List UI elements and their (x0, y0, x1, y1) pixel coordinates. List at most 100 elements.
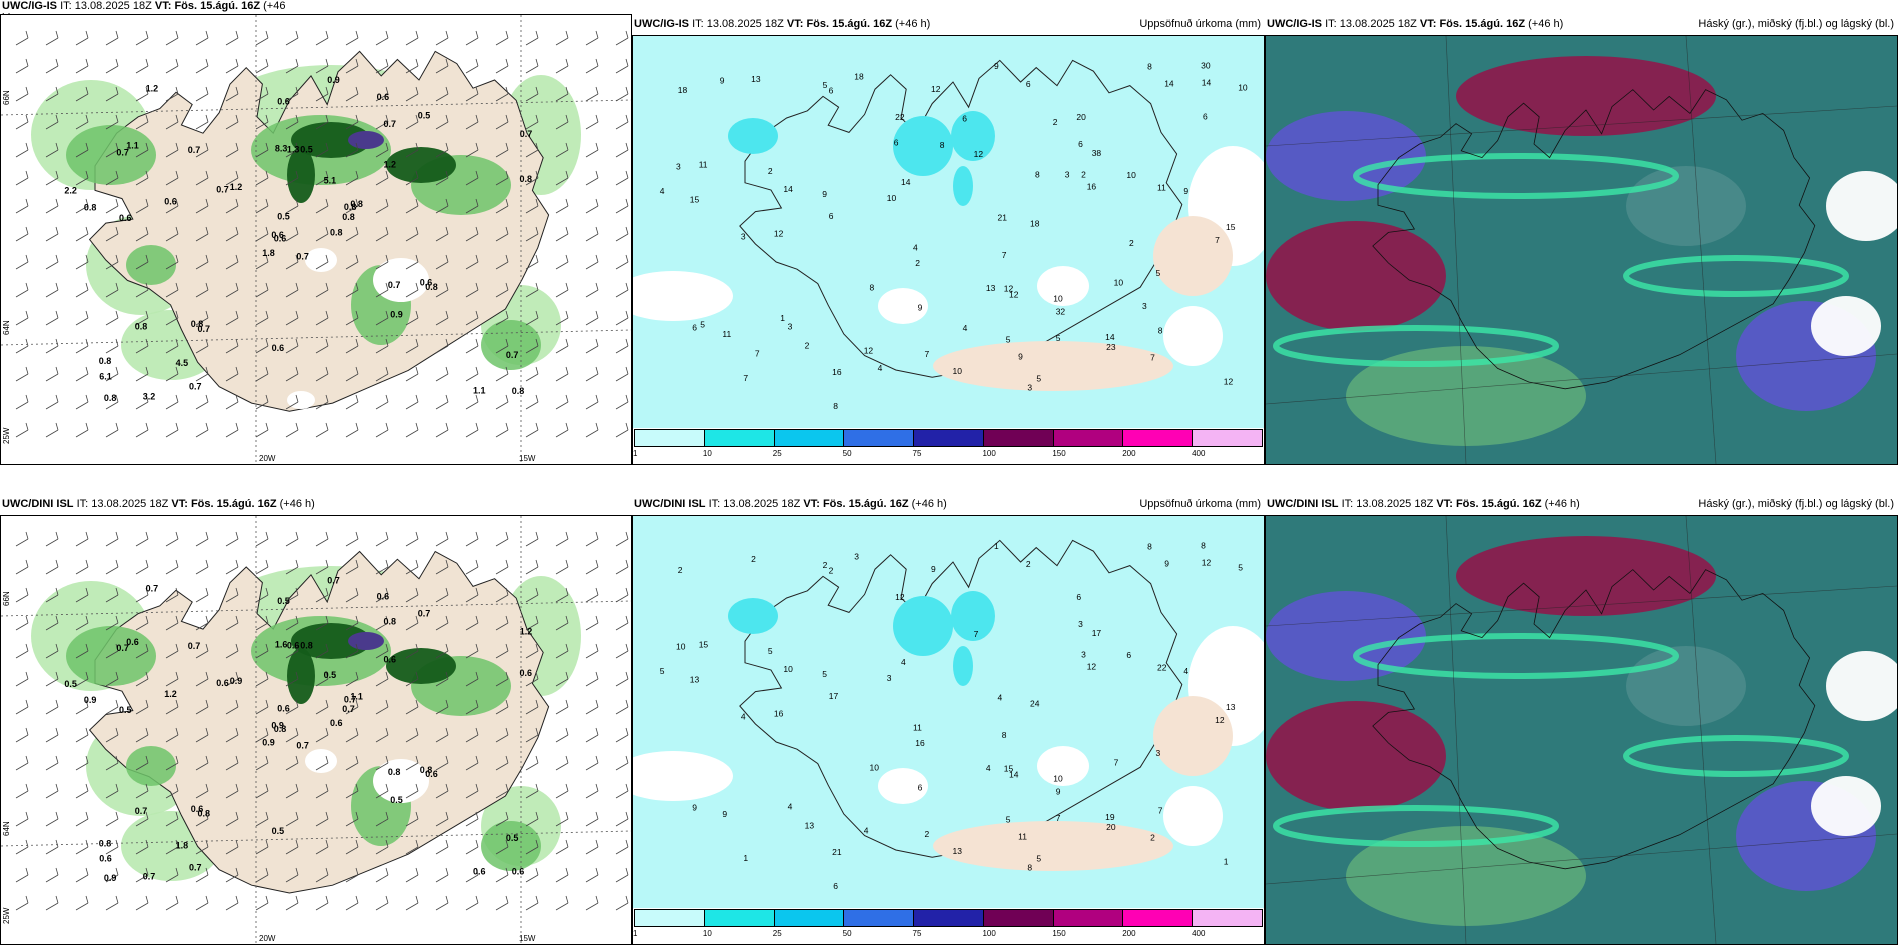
wind-barb (495, 762, 509, 771)
precip-value: 1 (1224, 857, 1229, 867)
wind-barb (555, 121, 569, 130)
wind-barb-flag (145, 394, 149, 403)
wind-barb-flag (175, 867, 179, 876)
cloud-map[interactable] (1266, 516, 1897, 944)
precip-value: 18 (1030, 219, 1040, 229)
parallel (1, 830, 631, 847)
wind-barb (135, 846, 149, 855)
wind-barb (225, 373, 239, 382)
wind-barb (615, 874, 629, 883)
wind-barb-flag (115, 615, 119, 624)
wind-barb (45, 790, 59, 799)
precip-value: 3 (788, 321, 793, 331)
gust-value: 0.6 (384, 655, 397, 665)
cloud-map[interactable] (1266, 36, 1897, 464)
wind-barb-flag (565, 170, 569, 179)
colorbar-segment (844, 430, 915, 446)
precip-value: 3 (1065, 170, 1070, 180)
wind-barb (585, 121, 599, 130)
wind-barb (495, 37, 509, 46)
wind-barb (435, 902, 449, 911)
wind-barb-flag (25, 338, 29, 347)
wind-barb-flag (265, 531, 269, 540)
wind-barb (435, 818, 449, 827)
precip-value: 6 (894, 138, 899, 148)
wind-barb-flag (505, 254, 509, 263)
gust-value: 0.6 (420, 278, 433, 288)
gust-value: 0.5 (277, 212, 290, 222)
wind-barb-flag (115, 114, 119, 123)
wind-map[interactable]: 20W 15W66N64N25W0.70.70.80.80.70.80.60.80… (1, 516, 631, 944)
wind-barb-flag (505, 394, 509, 403)
wind-barb (255, 317, 269, 326)
wind-barb (15, 734, 29, 743)
wind-barb-flag (595, 30, 599, 39)
gust-value: 0.7 (135, 806, 148, 816)
gust-value: 3.2 (143, 391, 156, 401)
wind-barb (315, 373, 329, 382)
wind-barb-flag (235, 254, 239, 263)
precip-value: 3 (676, 162, 681, 172)
wind-barb (495, 902, 509, 911)
gust-value: 0.8 (191, 319, 204, 329)
wind-barb-flag (415, 839, 419, 848)
wind-barb-flag (355, 895, 359, 904)
map-frame[interactable]: 20W 15W 66N 64N 25W 0.7 0.7 0.8 0.8 0.7 0.8 0.6 0.8 0… (0, 515, 632, 945)
wind-barb-flag (445, 86, 449, 95)
wind-barb-flag (385, 587, 389, 596)
wind-barb (105, 373, 119, 382)
wind-barb-flag (595, 310, 599, 319)
wind-barb-flag (25, 86, 29, 95)
precip-value: 12 (1087, 662, 1097, 672)
wind-barb-flag (85, 394, 89, 403)
wind-barb-flag (85, 114, 89, 123)
map-frame[interactable]: 20W 15W 66N 64N 25W 0.7 0.7 0.6 0.8 0.8 0.7 0.6 0.5 0… (0, 14, 632, 465)
wind-barb (435, 93, 449, 102)
wind-barb-flag (385, 254, 389, 263)
wind-barb (105, 650, 119, 659)
wind-barb (585, 762, 599, 771)
map-frame[interactable]: 5 2 4 5 6 11 12 17 16 13 9 10 11 15 12 8 13 9 7 22 19 14 21 20 2… (632, 515, 1265, 945)
precip-value: 3 (1081, 649, 1086, 659)
wind-barb (135, 401, 149, 410)
wind-barb (375, 289, 389, 298)
model-name: UWC/IG-IS (2, 0, 57, 12)
precip-value: 5 (768, 646, 773, 656)
gust-value: 0.6 (377, 592, 390, 602)
wind-barb-flag (595, 282, 599, 291)
wind-barb (465, 345, 479, 354)
wind-barb (75, 902, 89, 911)
wind-barb-flag (115, 366, 119, 375)
wind-barb (195, 93, 209, 102)
wind-barb (315, 65, 329, 74)
wind-barb (495, 177, 509, 186)
precip-value: 8 (833, 401, 838, 411)
wind-barb-flag (235, 867, 239, 876)
glacier (1037, 266, 1089, 306)
wind-map[interactable]: 20W 15W66N64N25W0.70.70.60.80.80.70.60.50… (1, 15, 631, 464)
wind-barb (525, 594, 539, 603)
map-frame[interactable]: 5 6 3 2 10 9 7 6 2 2 11 3 4 12 16 8 15 14 10 11 14 12 16 23 18 38… (632, 35, 1265, 465)
wind-barb-flag (55, 727, 59, 736)
dry-land (933, 821, 1173, 871)
wind-barb-flag (55, 671, 59, 680)
wind-barb (435, 678, 449, 687)
wind-barb (225, 706, 239, 715)
wind-barb-flag (265, 394, 269, 403)
map-frame[interactable] (1265, 515, 1898, 945)
wind-barb-flag (175, 643, 179, 652)
wind-barb-flag (595, 839, 599, 848)
wind-barb (525, 373, 539, 382)
gust-value: 0.7 (116, 643, 129, 653)
wind-barb (15, 594, 29, 603)
wind-barb (15, 874, 29, 883)
wind-barb (315, 566, 329, 575)
wind-barb (45, 149, 59, 158)
wind-barb (255, 706, 269, 715)
wind-barb-flag (25, 727, 29, 736)
map-frame[interactable] (1265, 35, 1898, 465)
wind-barb-flag (625, 394, 629, 403)
wind-barb (255, 93, 269, 102)
